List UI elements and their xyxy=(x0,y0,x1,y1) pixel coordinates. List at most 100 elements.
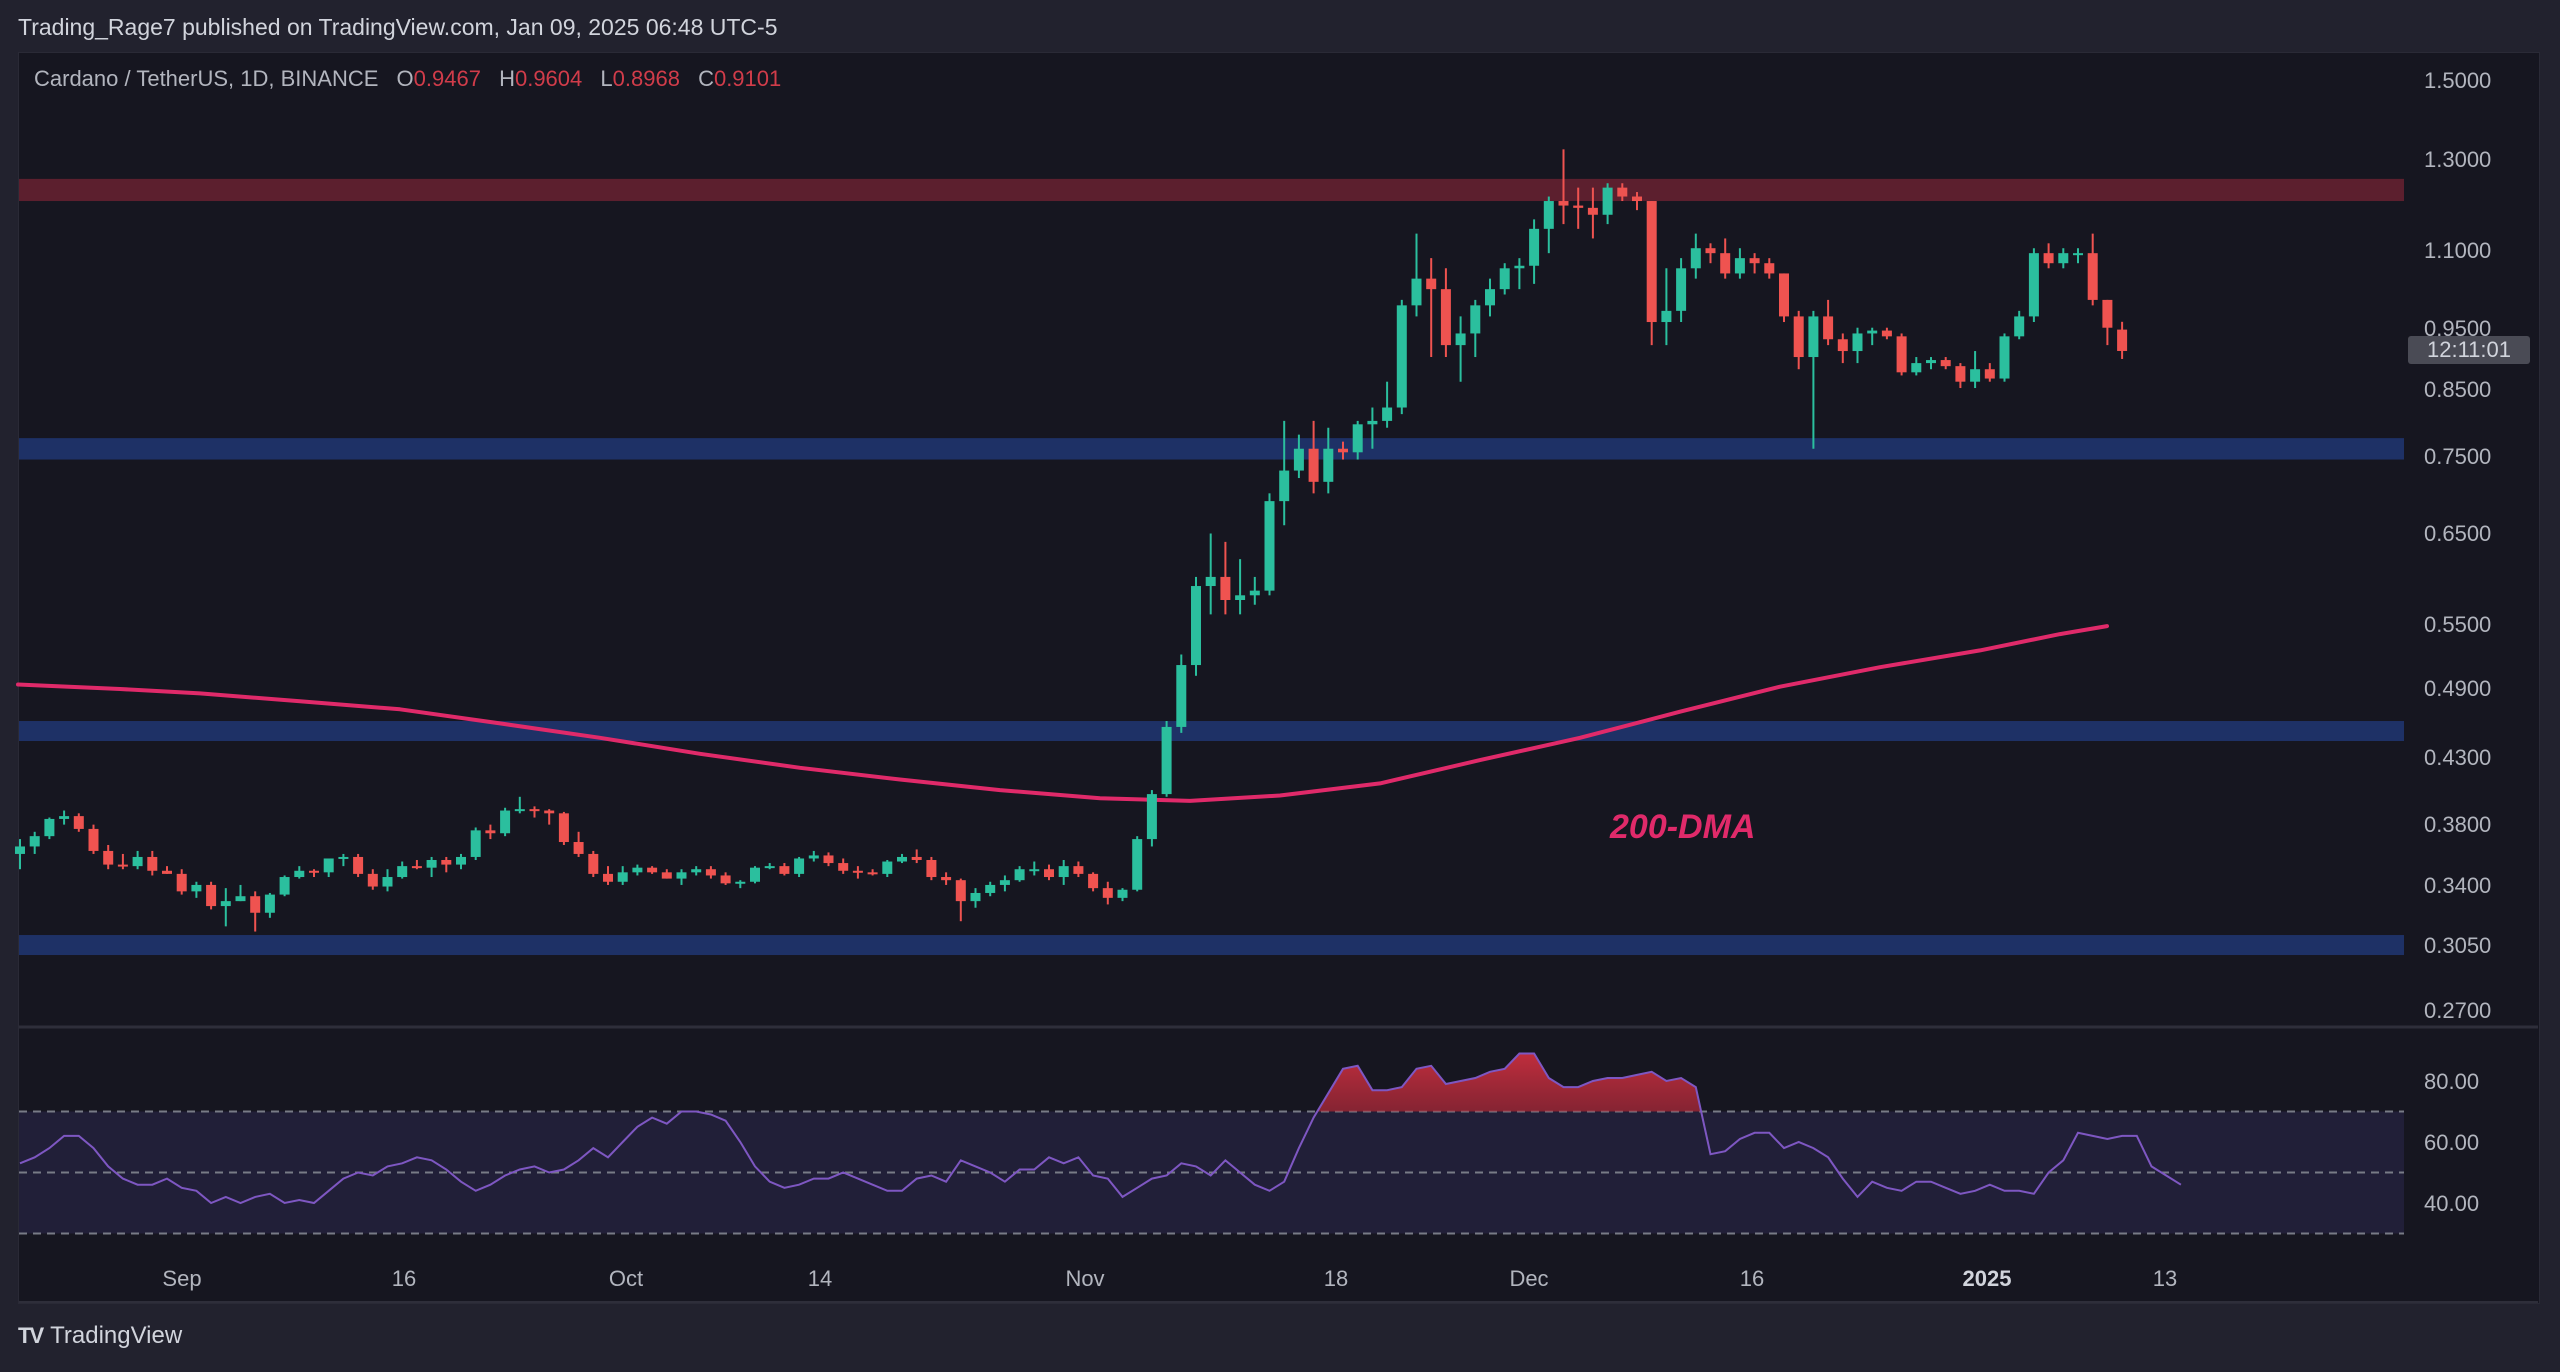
candle-up xyxy=(1132,839,1143,890)
bar-countdown-tag: 12:11:01 xyxy=(2408,336,2530,364)
candle-up xyxy=(426,860,437,868)
candle-up xyxy=(500,810,511,834)
candle-up xyxy=(235,896,246,902)
candle-up xyxy=(1411,278,1422,306)
candle-down xyxy=(544,810,555,814)
candle-up xyxy=(676,872,687,879)
candle-up xyxy=(1279,470,1290,502)
candle-down xyxy=(73,816,84,829)
candle-up xyxy=(15,846,25,854)
candle-down xyxy=(1646,201,1657,323)
candle-down xyxy=(485,830,496,834)
candle-up xyxy=(999,880,1010,885)
candle-down xyxy=(838,863,849,871)
candle-up xyxy=(1264,501,1275,591)
candle-up xyxy=(985,884,996,893)
time-tick: 16 xyxy=(1739,1266,1765,1291)
candle-up xyxy=(29,836,40,847)
rsi-tick: 40.00 xyxy=(2424,1191,2480,1216)
time-tick: Oct xyxy=(608,1266,644,1291)
candle-down xyxy=(103,850,114,865)
brand-name: TradingView xyxy=(50,1322,183,1349)
dma-200-line xyxy=(16,624,2109,803)
candle-down xyxy=(88,828,99,851)
candle-up xyxy=(897,856,907,862)
candle-up xyxy=(1117,889,1128,898)
candle-up xyxy=(1676,268,1687,311)
low-value: 0.8968 xyxy=(612,66,680,91)
candle-down xyxy=(867,872,878,875)
candle-down xyxy=(1749,258,1760,264)
zone-support-1 xyxy=(19,438,2404,460)
candle-down xyxy=(147,856,158,871)
candle-up xyxy=(220,901,231,907)
candle-down xyxy=(720,875,731,884)
candle-up xyxy=(2014,316,2025,337)
candle-up xyxy=(470,830,481,857)
candle-down xyxy=(941,877,952,881)
candle-up xyxy=(1499,268,1510,290)
candle-down xyxy=(441,860,452,865)
candle-up xyxy=(1661,310,1672,323)
candle-up xyxy=(1970,369,1981,382)
candle-down xyxy=(162,870,172,874)
candle-down xyxy=(1308,448,1319,482)
candle-down xyxy=(353,856,364,874)
candle-up xyxy=(970,892,981,902)
zone-support-3 xyxy=(19,935,2404,956)
candle-up xyxy=(1999,336,2010,379)
candle-down xyxy=(1073,866,1084,874)
candle-down xyxy=(1705,248,1716,254)
candle-down xyxy=(529,809,540,812)
candle-down xyxy=(1779,273,1789,317)
candle-up xyxy=(1323,448,1334,482)
candle-up xyxy=(1455,333,1466,346)
candle-up xyxy=(632,867,643,873)
price-tick: 1.5000 xyxy=(2424,68,2492,93)
candle-up xyxy=(1396,305,1407,408)
candle-up xyxy=(1367,420,1378,425)
candle-up xyxy=(617,872,628,882)
candle-down xyxy=(661,872,672,879)
candle-up xyxy=(1235,595,1246,601)
candle-down xyxy=(926,860,937,878)
candle-down xyxy=(955,880,966,902)
candle-up xyxy=(1602,187,1613,215)
candle-up xyxy=(1867,330,1878,334)
candle-down xyxy=(823,855,834,864)
candle-down xyxy=(367,873,378,887)
tradingview-brand[interactable]: TV TradingView xyxy=(18,1322,182,1350)
candle-down xyxy=(1793,316,1804,358)
rsi-line xyxy=(19,1052,2182,1205)
candle-up xyxy=(1690,248,1701,269)
candle-up xyxy=(1191,586,1201,666)
candle-down xyxy=(573,842,584,854)
candle-down xyxy=(647,867,658,873)
candle-down xyxy=(1940,360,1951,367)
price-tick: 0.3400 xyxy=(2424,873,2492,898)
chart-pane[interactable] xyxy=(18,52,2540,1304)
candle-down xyxy=(1896,336,1907,373)
candle-down xyxy=(1764,263,1775,274)
candle-up xyxy=(1014,869,1025,881)
candle-down xyxy=(2102,299,2113,328)
candle-down xyxy=(2043,253,2054,264)
candle-up xyxy=(1029,869,1040,872)
tradingview-logo-icon: TV xyxy=(18,1323,44,1348)
time-tick: 2025 xyxy=(1962,1266,2012,1291)
close-value: 0.9101 xyxy=(713,66,782,91)
price-tick: 1.1000 xyxy=(2424,238,2492,263)
candle-up xyxy=(1352,424,1363,453)
candle-up xyxy=(1734,258,1745,274)
candle-up xyxy=(44,818,55,837)
candle-down xyxy=(1338,448,1348,453)
zone-support-2 xyxy=(19,721,2404,742)
candle-up xyxy=(882,861,893,874)
zone-resistance xyxy=(19,178,2404,202)
time-tick: Dec xyxy=(1509,1266,1549,1291)
candle-up xyxy=(59,816,70,819)
candle-down xyxy=(2117,329,2128,351)
candle-up xyxy=(191,884,202,892)
candle-down xyxy=(1102,888,1113,898)
